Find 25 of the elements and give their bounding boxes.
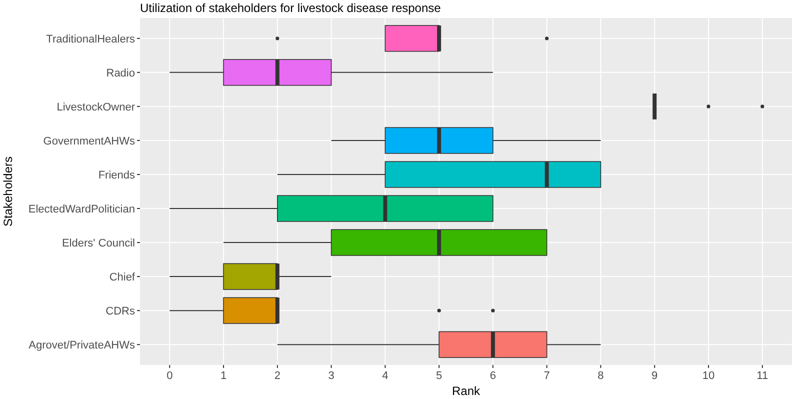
y-tick-label: LivestockOwner [56,101,136,114]
y-tick-label: Elders' Council [62,238,135,250]
x-tick-label: 10 [702,370,715,382]
y-tick-label: GovernmentAHWs [43,135,136,148]
x-tick-label: 2 [274,370,280,382]
y-tick-label: TraditionalHealers [46,33,136,46]
x-tick-label: 0 [166,370,173,382]
y-tick-label: Chief [109,272,136,284]
x-tick-label: 7 [544,370,550,382]
x-tick-label: 4 [382,370,388,382]
y-tick-label: Friends [98,169,136,182]
x-axis-title: Rank [452,384,482,398]
x-tick-label: 5 [436,370,442,382]
y-axis-title: Stakeholders [1,156,15,227]
x-tick-label: 6 [490,370,496,382]
x-tick-label: 11 [756,370,768,382]
x-tick-label: 1 [220,370,227,382]
y-tick-label: ElectedWardPolitician [28,204,135,216]
x-tick-label: 3 [328,370,334,382]
y-tick-label: Agrovet/PrivateAHWs [28,340,136,352]
y-tick-label: CDRs [106,306,136,318]
y-tick-label: Radio [106,67,135,80]
x-tick-label: 8 [598,370,604,382]
x-tick-label: 9 [652,370,658,382]
chart-title: Utilization of stakeholders for livestock disease response [140,1,442,15]
